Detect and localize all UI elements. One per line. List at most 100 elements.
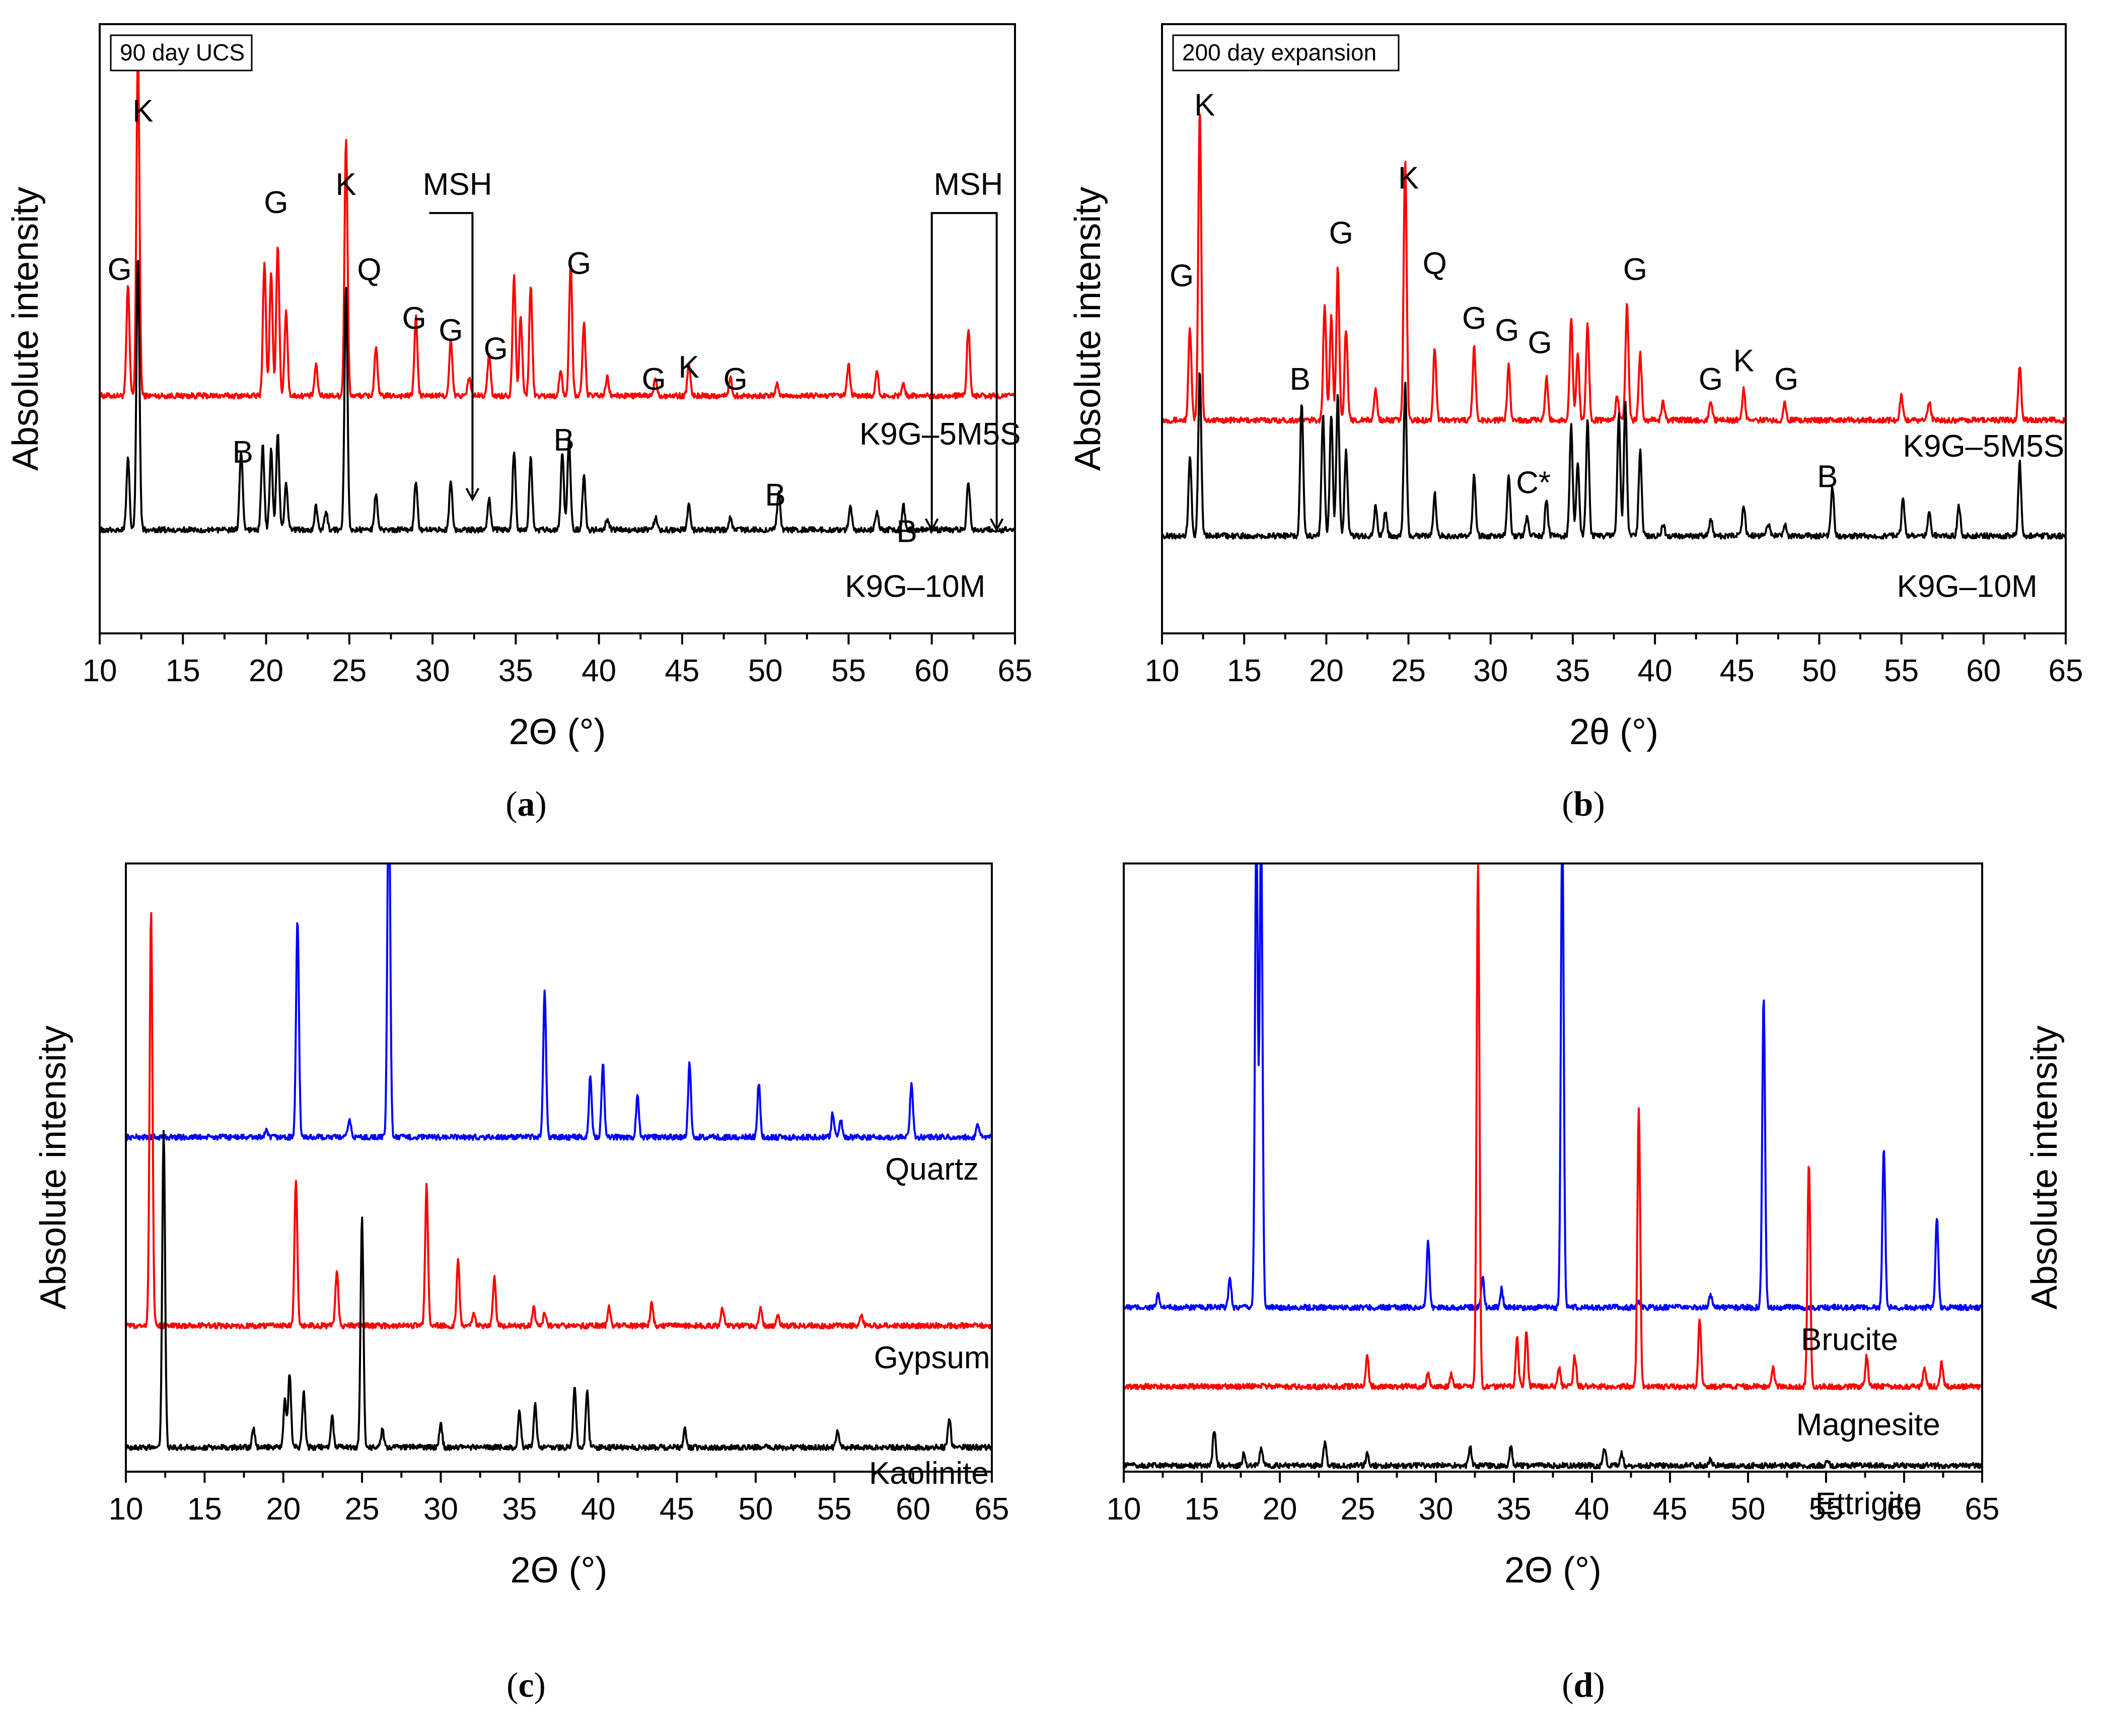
- series-line-K9G–5M5S: [100, 53, 1015, 400]
- x-tick-label: 30: [423, 1492, 458, 1527]
- x-tick-label: 50: [748, 654, 783, 688]
- x-tick-label: 60: [1966, 654, 2001, 688]
- x-tick-label: 25: [1341, 1492, 1375, 1527]
- x-tick-label: 55: [831, 654, 866, 688]
- series-line-Quartz: [126, 863, 992, 1141]
- peak-label: G: [723, 362, 748, 397]
- series-group: [100, 53, 1015, 534]
- peak-label: G: [1170, 258, 1194, 293]
- peak-label: K: [1733, 344, 1754, 379]
- peak-label: B: [1289, 362, 1310, 397]
- x-tick-label: 60: [1887, 1492, 1922, 1527]
- series-label: Kaolinite: [869, 1456, 989, 1491]
- caption-c: (c): [506, 1666, 546, 1705]
- series-label: K9G–5M5S: [859, 417, 1021, 452]
- peak-label: C*: [1516, 466, 1551, 500]
- panel-c: 10 15 20 25 30 35 40 45 50 55 60 65 2Θ (°) Absolute i…: [33, 862, 1009, 1590]
- peak-label: MSH: [423, 167, 492, 202]
- x-tick-label: 40: [581, 1492, 616, 1527]
- x-tick-label: 50: [1731, 1492, 1766, 1527]
- peak-label: G: [1699, 362, 1723, 397]
- peak-label: Q: [357, 252, 381, 287]
- series-label: Magnesite: [1796, 1408, 1940, 1442]
- x-axis-label: 2θ (°): [1569, 712, 1658, 752]
- peak-label: K: [678, 350, 699, 385]
- x-tick-label: 10: [1145, 654, 1180, 688]
- peak-label: G: [642, 362, 666, 397]
- peak-label: B: [233, 435, 253, 470]
- peak-label: G: [1495, 313, 1519, 348]
- panel-a: 10 15 20 25 30 35 40 45 50 55 60 65 2Θ (°) Absolute i…: [6, 23, 1033, 752]
- series-label: Ettrigite: [1816, 1487, 1921, 1522]
- x-tick-label: 35: [502, 1492, 537, 1527]
- series-label: K9G–10M: [845, 569, 985, 604]
- x-tick-label: 15: [187, 1492, 222, 1527]
- peak-label: G: [1528, 325, 1552, 360]
- series-label: Gypsum: [874, 1341, 990, 1376]
- peak-label: G: [264, 185, 288, 220]
- peak-label: G: [439, 313, 463, 348]
- x-axis-label: 2Θ (°): [1504, 1550, 1602, 1590]
- x-tick-label: 20: [1263, 1492, 1297, 1527]
- series-line-Ettrigite: [1124, 1431, 1982, 1470]
- peak-label: G: [402, 301, 426, 336]
- title-box-frame: [110, 34, 253, 71]
- series-line-Magnesite: [1124, 863, 1982, 1391]
- plot-frame: [99, 23, 1016, 634]
- msh-bracket-left: [429, 212, 480, 501]
- peak-label: G: [484, 332, 508, 367]
- peak-label: B: [554, 423, 574, 458]
- x-tick-label: 40: [582, 654, 616, 688]
- peak-label: K: [1194, 88, 1215, 123]
- peak-label: Q: [1423, 246, 1447, 281]
- x-tick-label: 40: [1575, 1492, 1610, 1527]
- x-tick-label: 20: [1309, 654, 1344, 688]
- caption-a: (a): [505, 785, 547, 824]
- x-tick-label: 20: [266, 1492, 301, 1527]
- x-tick-label: 10: [83, 654, 117, 688]
- caption-b: (b): [1562, 785, 1605, 824]
- x-tick-label: 35: [1497, 1492, 1532, 1527]
- x-axis-label: 2Θ (°): [511, 1550, 608, 1590]
- peak-label: G: [1462, 301, 1486, 336]
- peak-label: G: [108, 252, 132, 287]
- x-tick-label: 65: [2049, 654, 2083, 688]
- x-tick-label: 65: [998, 654, 1033, 688]
- peak-label: K: [132, 94, 153, 129]
- peak-label: G: [567, 246, 591, 281]
- peak-label: K: [1398, 161, 1419, 196]
- x-tick-label: 45: [665, 654, 699, 688]
- series-line-Gypsum: [126, 912, 992, 1330]
- x-tick-label: 35: [498, 654, 533, 688]
- x-tick-label: 45: [1720, 654, 1755, 688]
- peak-label: G: [1774, 362, 1798, 397]
- peak-label: G: [1623, 252, 1647, 287]
- x-tick-label: 25: [345, 1492, 380, 1527]
- x-axis-label: 2Θ (°): [509, 712, 606, 752]
- x-tick-label: 30: [1473, 654, 1508, 688]
- x-tick-label: 45: [1653, 1492, 1688, 1527]
- title-box-text: 200 day expansion: [1182, 39, 1376, 65]
- series-line-K9G–5M5S: [1162, 114, 2066, 424]
- x-tick-label: 30: [415, 654, 450, 688]
- series-group: [1124, 863, 1982, 1470]
- x-tick-label: 25: [1391, 654, 1426, 688]
- peak-label: B: [1817, 460, 1838, 494]
- x-tick-label: 15: [166, 654, 200, 688]
- series-group: [1162, 114, 2066, 540]
- panel-d: 10 15 20 25 30 35 40 45 50 55 60 65 2Θ (°) Absolute i…: [1107, 862, 2065, 1590]
- series-label: Brucite: [1801, 1322, 1898, 1357]
- x-tick-label: 10: [109, 1492, 143, 1527]
- y-axis-label: Absolute intensity: [6, 187, 46, 471]
- x-tick-label: 25: [332, 654, 367, 688]
- x-tick-label: 55: [1884, 654, 1919, 688]
- plot-frame: [125, 862, 993, 1473]
- series-line-Brucite: [1124, 863, 1982, 1312]
- series-line-Kaolinite: [126, 1130, 992, 1452]
- y-axis-label: Absolute intensity: [1068, 187, 1108, 471]
- x-tick-label: 20: [249, 654, 283, 688]
- series-line-K9G–10M: [1162, 372, 2066, 540]
- title-box-text: 90 day UCS: [120, 39, 245, 65]
- x-tick-label: 60: [896, 1492, 930, 1527]
